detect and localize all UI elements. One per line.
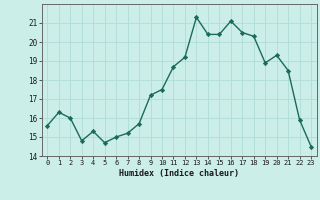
X-axis label: Humidex (Indice chaleur): Humidex (Indice chaleur) [119,169,239,178]
